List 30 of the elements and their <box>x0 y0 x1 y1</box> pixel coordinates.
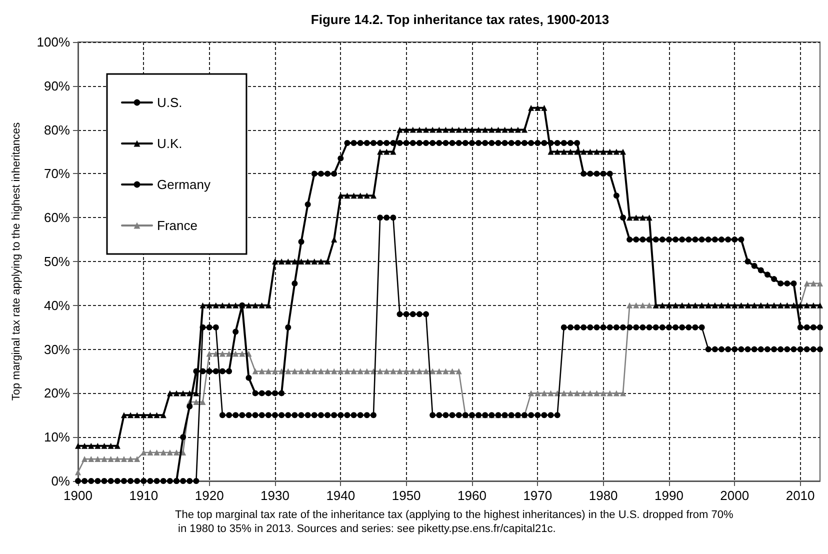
x-tick-label: 1920 <box>194 488 224 503</box>
y-tick-label: 90% <box>44 78 70 94</box>
chart-title: Figure 14.2. Top inheritance tax rates, 1900-2013 <box>310 12 610 27</box>
x-tick-label: 1930 <box>260 488 290 503</box>
x-tick-label: 1950 <box>392 488 421 503</box>
text: The top marginal tax rate of the inheritance tax (applying to the highest inheritances) in the U.S. dropped from 70% in 1980 to 35% in 2013. Sources and series: see piketty.pse.ens.fr/capital21c. <box>175 509 734 535</box>
y-axis-title: Top marginal tax rate applying to the highest inheritances <box>10 122 22 401</box>
x-tick-label: 1980 <box>588 488 618 503</box>
y-tick-label: 70% <box>44 166 70 182</box>
x-tick-label: 1990 <box>654 488 684 503</box>
legend-label: France <box>157 218 198 233</box>
y-tick-label: 80% <box>44 122 70 138</box>
x-tick-label: 1940 <box>326 488 356 503</box>
legend-label: Germany <box>157 177 211 192</box>
x-tick-label: 1910 <box>129 488 158 503</box>
y-tick-label: 10% <box>44 430 70 445</box>
x-tick-label: 2010 <box>786 488 815 503</box>
x-tick-label: 2000 <box>720 488 750 503</box>
y-tick-label: 60% <box>44 210 70 226</box>
x-tick-label: 1960 <box>458 488 486 503</box>
y-tick-label: 50% <box>44 254 70 269</box>
x-tick-label: 1900 <box>64 488 92 503</box>
y-tick-label: 100% <box>36 34 70 50</box>
y-tick-label: 20% <box>44 386 70 401</box>
x-tick-label: 1970 <box>523 488 552 503</box>
y-tick-label: 30% <box>44 342 70 357</box>
legend-label: U.S. <box>157 95 182 110</box>
y-tick-label: 40% <box>44 298 70 313</box>
y-tick-label: 0% <box>51 474 70 488</box>
legend-label: U.K. <box>157 136 182 151</box>
